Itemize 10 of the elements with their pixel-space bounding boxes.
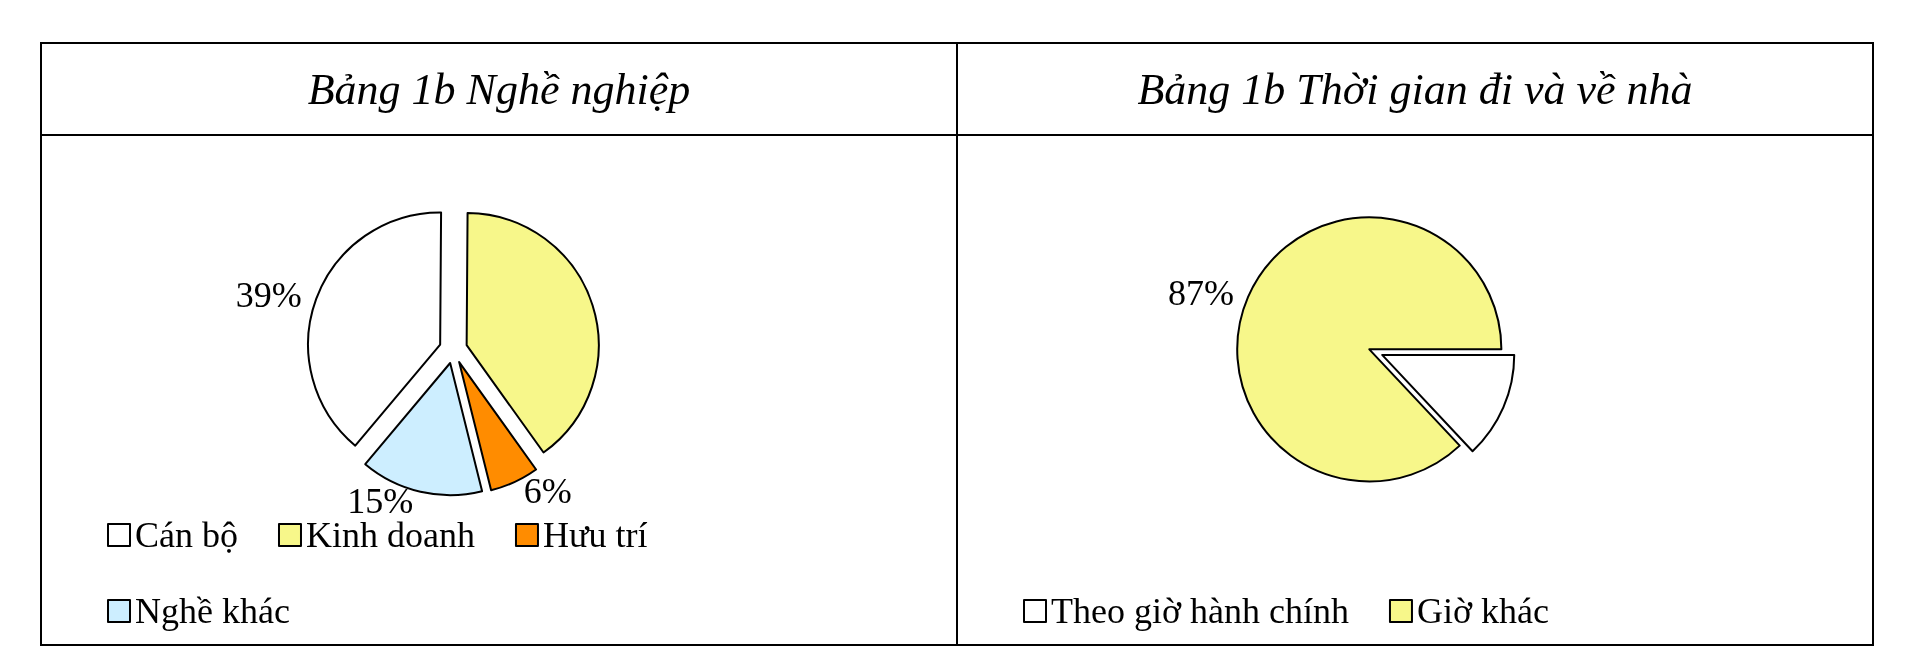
legend-label: Giờ khác — [1416, 591, 1549, 631]
chart-title: Bảng 1b Thời gian đi và về nhà — [958, 44, 1872, 136]
chart-title: Bảng 1b Nghề nghiệp — [42, 44, 956, 136]
data-label: 6% — [523, 471, 572, 512]
legend-label: Hưu trí — [542, 515, 648, 555]
legend-label: Nghề khác — [135, 591, 290, 631]
data-label: 39% — [235, 275, 302, 316]
data-label: 87% — [1167, 272, 1234, 313]
legend-label: Cán bộ — [135, 515, 238, 555]
legend-label: Theo giờ hành chính — [1051, 591, 1349, 631]
